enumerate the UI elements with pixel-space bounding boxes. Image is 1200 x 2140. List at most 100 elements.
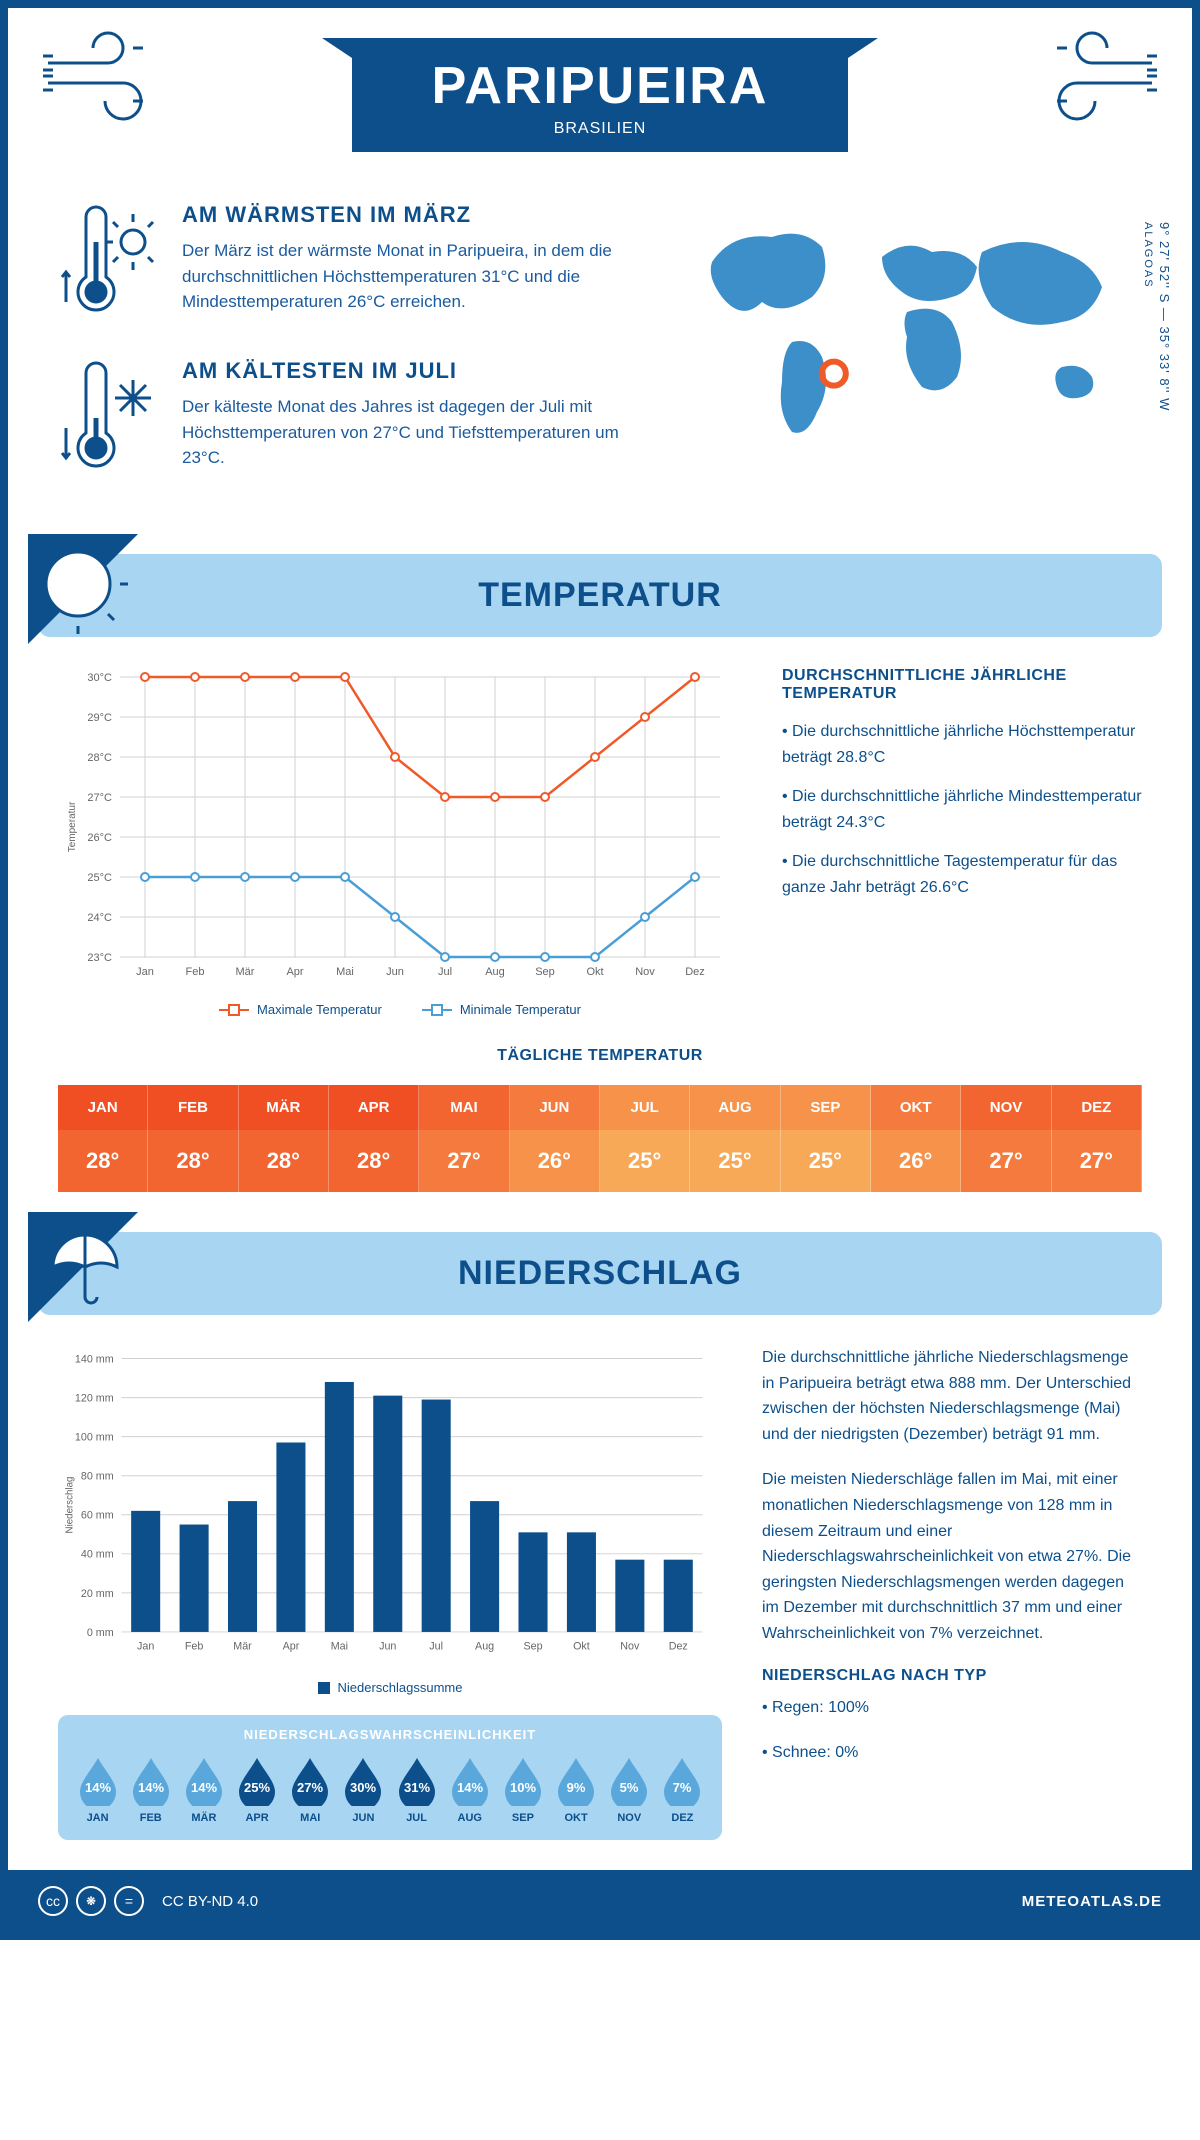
daily-temp-value: 25° <box>600 1130 690 1192</box>
coords-label: 9° 27' 52'' S — 35° 33' 8'' W <box>1157 222 1172 411</box>
fact-warmest-text: AM WÄRMSTEN IM MÄRZ Der März ist der wär… <box>182 202 642 322</box>
daily-temp-value: 27° <box>1052 1130 1142 1192</box>
svg-text:14%: 14% <box>85 1780 111 1795</box>
precip-type-title: NIEDERSCHLAG NACH TYP <box>762 1667 1142 1685</box>
svg-text:Mär: Mär <box>233 1641 252 1653</box>
probability-bar: NIEDERSCHLAGSWAHRSCHEINLICHKEIT 14%JAN14… <box>58 1715 722 1840</box>
daily-temp-value: 28° <box>329 1130 419 1192</box>
probability-drop: 31%JUL <box>393 1754 440 1824</box>
legend-max: Maximale Temperatur <box>219 1002 382 1017</box>
section-header-precipitation: NIEDERSCHLAG <box>38 1232 1162 1315</box>
svg-text:Dez: Dez <box>669 1641 688 1653</box>
svg-text:24°C: 24°C <box>87 912 112 924</box>
daily-month-header: JUN <box>510 1085 600 1130</box>
daily-month-header: MÄR <box>239 1085 329 1130</box>
svg-text:120 mm: 120 mm <box>75 1392 114 1404</box>
daily-month-header: MAI <box>419 1085 509 1130</box>
precipitation-legend: Niederschlagssumme <box>58 1680 722 1695</box>
temp-info-p3: • Die durchschnittliche Tagestemperatur … <box>782 849 1142 900</box>
precip-p2: Die meisten Niederschläge fallen im Mai,… <box>762 1467 1142 1646</box>
daily-temp-value: 26° <box>510 1130 600 1192</box>
temperature-section: 23°C24°C25°C26°C27°C28°C29°C30°CJanFebMä… <box>8 667 1192 1047</box>
svg-text:40 mm: 40 mm <box>81 1549 114 1561</box>
daily-month-header: SEP <box>781 1085 871 1130</box>
fact-warmest-body: Der März ist der wärmste Monat in Paripu… <box>182 238 642 315</box>
city-name: PARIPUEIRA <box>432 56 769 116</box>
svg-text:Mai: Mai <box>331 1641 348 1653</box>
daily-month-header: NOV <box>961 1085 1051 1130</box>
svg-text:Apr: Apr <box>286 966 303 978</box>
country-name: BRASILIEN <box>432 120 769 138</box>
precip-p1: Die durchschnittliche jährliche Niedersc… <box>762 1345 1142 1447</box>
probability-drop: 14%MÄR <box>180 1754 227 1824</box>
probability-drop: 5%NOV <box>606 1754 653 1824</box>
thermometer-cold-icon <box>58 358 158 478</box>
svg-text:Okt: Okt <box>586 966 603 978</box>
probability-drop: 7%DEZ <box>659 1754 706 1824</box>
footer: cc 🞽 = CC BY-ND 4.0 METEOATLAS.DE <box>8 1870 1192 1932</box>
world-map-container: ALAGOAS 9° 27' 52'' S — 35° 33' 8'' W <box>682 202 1142 514</box>
legend-max-label: Maximale Temperatur <box>257 1002 382 1017</box>
probability-drop: 14%FEB <box>127 1754 174 1824</box>
precipitation-info: Die durchschnittliche jährliche Niedersc… <box>762 1345 1142 1840</box>
intro-facts: AM WÄRMSTEN IM MÄRZ Der März ist der wär… <box>58 202 642 514</box>
svg-text:30%: 30% <box>350 1780 376 1795</box>
probability-drop: 27%MAI <box>287 1754 334 1824</box>
section-header-temperature: TEMPERATUR <box>38 554 1162 637</box>
svg-text:20 mm: 20 mm <box>81 1588 114 1600</box>
svg-text:28°C: 28°C <box>87 752 112 764</box>
legend-min: Minimale Temperatur <box>422 1002 581 1017</box>
precipitation-chart: 0 mm20 mm40 mm60 mm80 mm100 mm120 mm140 … <box>58 1345 722 1840</box>
svg-text:Mai: Mai <box>336 966 354 978</box>
daily-temperature: TÄGLICHE TEMPERATUR JANFEBMÄRAPRMAIJUNJU… <box>8 1047 1192 1232</box>
svg-text:7%: 7% <box>673 1780 692 1795</box>
region-label: ALAGOAS <box>1142 222 1154 289</box>
svg-text:0 mm: 0 mm <box>87 1627 114 1639</box>
svg-text:Sep: Sep <box>535 966 555 978</box>
daily-month-header: JAN <box>58 1085 148 1130</box>
precip-snow: • Schnee: 0% <box>762 1740 1142 1766</box>
svg-text:29°C: 29°C <box>87 712 112 724</box>
svg-text:Sep: Sep <box>523 1641 542 1653</box>
svg-text:30°C: 30°C <box>87 672 112 684</box>
daily-temp-value: 25° <box>781 1130 871 1192</box>
world-map-icon <box>682 202 1142 462</box>
probability-drop: 30%JUN <box>340 1754 387 1824</box>
umbrella-icon <box>28 1212 138 1322</box>
fact-coldest-body: Der kälteste Monat des Jahres ist dagege… <box>182 394 642 471</box>
temp-info-p2: • Die durchschnittliche jährliche Mindes… <box>782 784 1142 835</box>
legend-min-label: Minimale Temperatur <box>460 1002 581 1017</box>
daily-temp-table: JANFEBMÄRAPRMAIJUNJULAUGSEPOKTNOVDEZ28°2… <box>58 1085 1142 1192</box>
svg-text:26°C: 26°C <box>87 832 112 844</box>
daily-month-header: AUG <box>690 1085 780 1130</box>
svg-text:100 mm: 100 mm <box>75 1432 114 1444</box>
legend-precip-label: Niederschlagssumme <box>338 1680 463 1695</box>
daily-temp-value: 27° <box>961 1130 1051 1192</box>
fact-warmest: AM WÄRMSTEN IM MÄRZ Der März ist der wär… <box>58 202 642 322</box>
svg-text:5%: 5% <box>620 1780 639 1795</box>
temp-info-p1: • Die durchschnittliche jährliche Höchst… <box>782 719 1142 770</box>
svg-text:27°C: 27°C <box>87 792 112 804</box>
svg-text:Jan: Jan <box>136 966 154 978</box>
daily-temp-value: 28° <box>58 1130 148 1192</box>
thermometer-hot-icon <box>58 202 158 322</box>
page: PARIPUEIRA BRASILIEN <box>0 0 1200 1940</box>
probability-drop: 14%AUG <box>446 1754 493 1824</box>
precip-rain: • Regen: 100% <box>762 1695 1142 1721</box>
temperature-chart: 23°C24°C25°C26°C27°C28°C29°C30°CJanFebMä… <box>58 667 742 1017</box>
fact-warmest-title: AM WÄRMSTEN IM MÄRZ <box>182 202 642 228</box>
svg-text:Aug: Aug <box>485 966 505 978</box>
daily-temp-value: 28° <box>148 1130 238 1192</box>
temperature-info: DURCHSCHNITTLICHE JÄHRLICHE TEMPERATUR •… <box>782 667 1142 1017</box>
svg-text:140 mm: 140 mm <box>75 1353 114 1365</box>
fact-coldest-title: AM KÄLTESTEN IM JULI <box>182 358 642 384</box>
section-title-temperature: TEMPERATUR <box>68 576 1132 615</box>
precipitation-section: 0 mm20 mm40 mm60 mm80 mm100 mm120 mm140 … <box>8 1345 1192 1870</box>
nd-icon: = <box>114 1886 144 1916</box>
fact-coldest-text: AM KÄLTESTEN IM JULI Der kälteste Monat … <box>182 358 642 478</box>
svg-text:Apr: Apr <box>283 1641 300 1653</box>
svg-text:27%: 27% <box>297 1780 323 1795</box>
sun-icon <box>28 534 138 644</box>
footer-brand: METEOATLAS.DE <box>1022 1893 1162 1910</box>
probability-drop: 9%OKT <box>553 1754 600 1824</box>
